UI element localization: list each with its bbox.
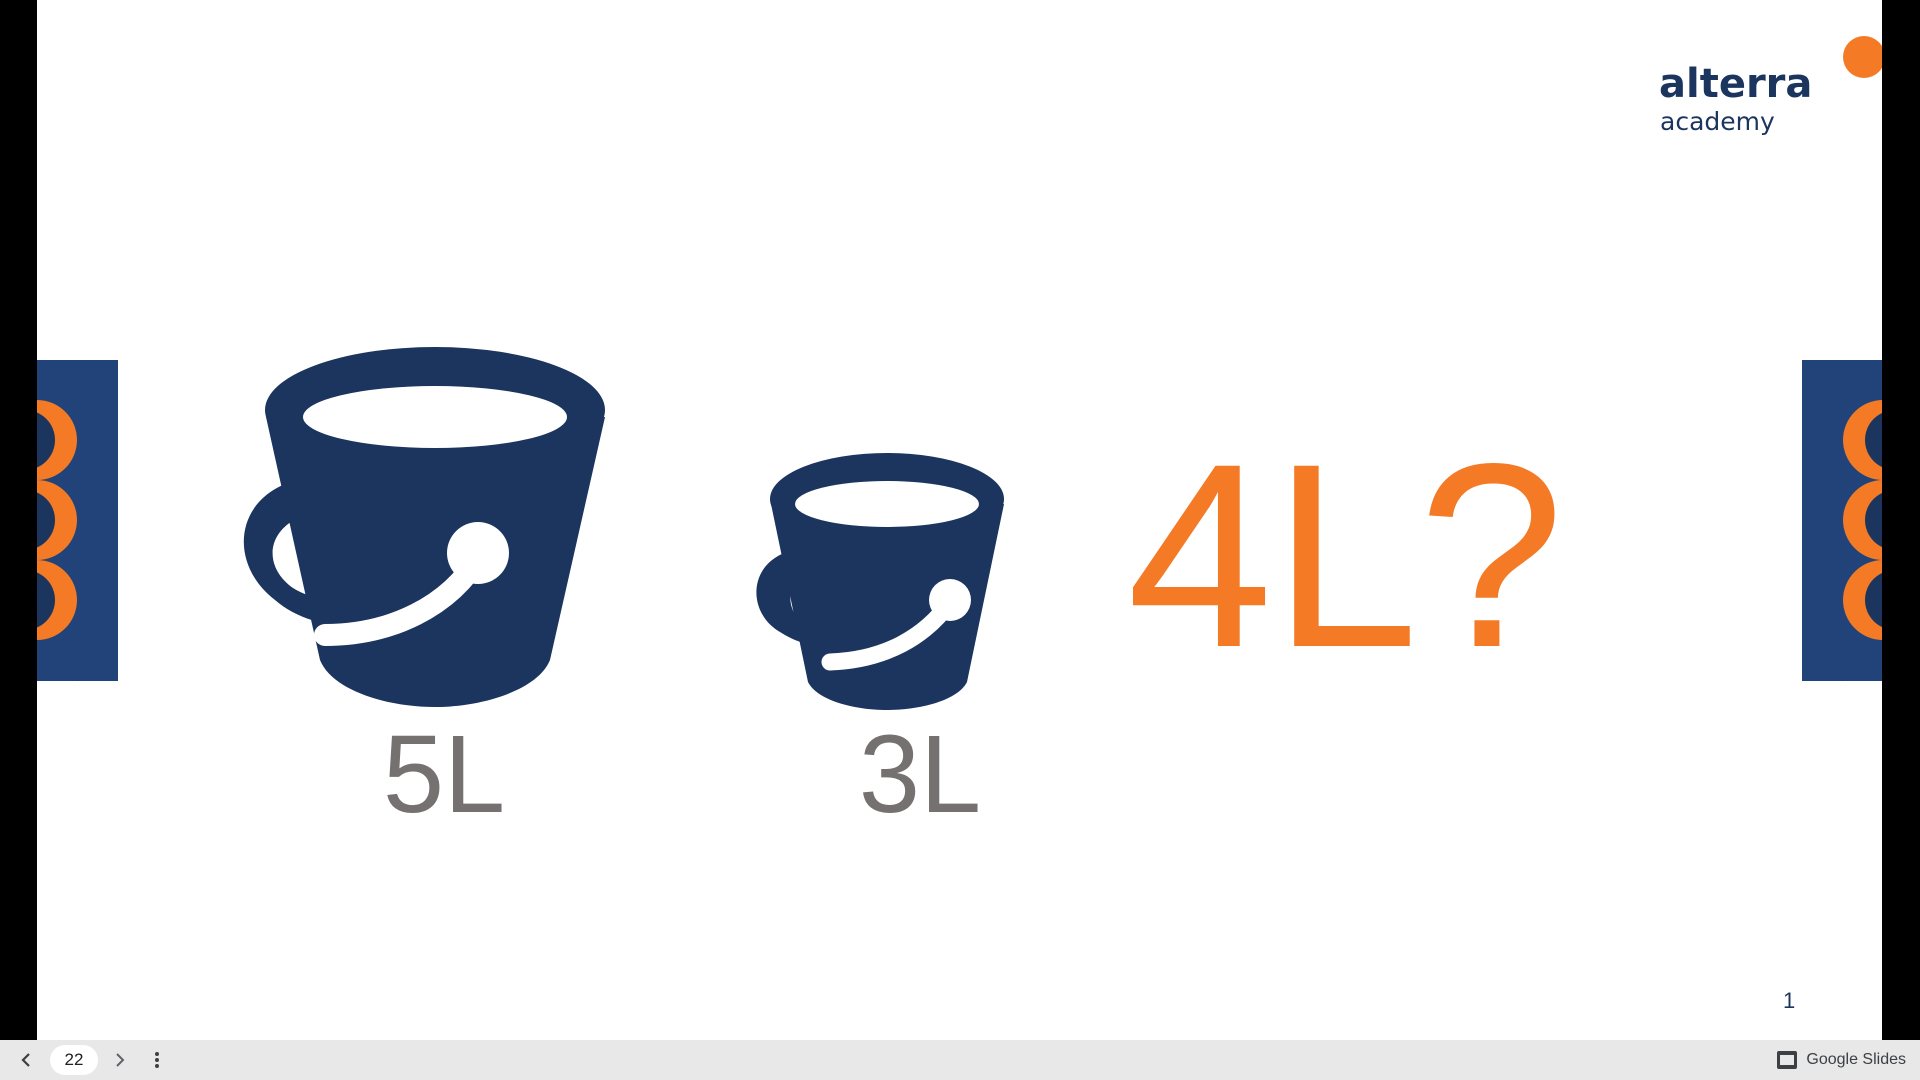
google-slides-brand[interactable]: Google Slides	[1776, 1040, 1906, 1080]
next-slide-button[interactable]	[108, 1048, 132, 1072]
bucket-5l-label: 5L	[382, 713, 506, 836]
alterra-academy-logo: alterra academy	[1659, 36, 1882, 136]
slide-number: 1	[1783, 988, 1796, 1013]
logo-name: alterra	[1659, 61, 1812, 107]
question-text: 4L?	[1127, 409, 1565, 702]
bucket-5l-icon	[243, 347, 605, 707]
more-options-button[interactable]	[145, 1048, 169, 1072]
slides-toolbar: 22 Google Slides	[0, 1040, 1920, 1080]
prev-slide-button[interactable]	[14, 1048, 38, 1072]
page-number-input[interactable]: 22	[50, 1045, 98, 1075]
slide-canvas: alterra academy 5L 3L 4L? 1	[37, 0, 1882, 1040]
brand-label: Google Slides	[1806, 1051, 1906, 1068]
slides-icon	[1777, 1051, 1798, 1069]
bucket-3l-label: 3L	[858, 713, 982, 836]
decorative-pattern-left	[37, 360, 118, 681]
bucket-3l-icon	[756, 453, 1004, 710]
logo-subtitle: academy	[1660, 107, 1775, 136]
decorative-pattern-right	[1802, 360, 1882, 681]
